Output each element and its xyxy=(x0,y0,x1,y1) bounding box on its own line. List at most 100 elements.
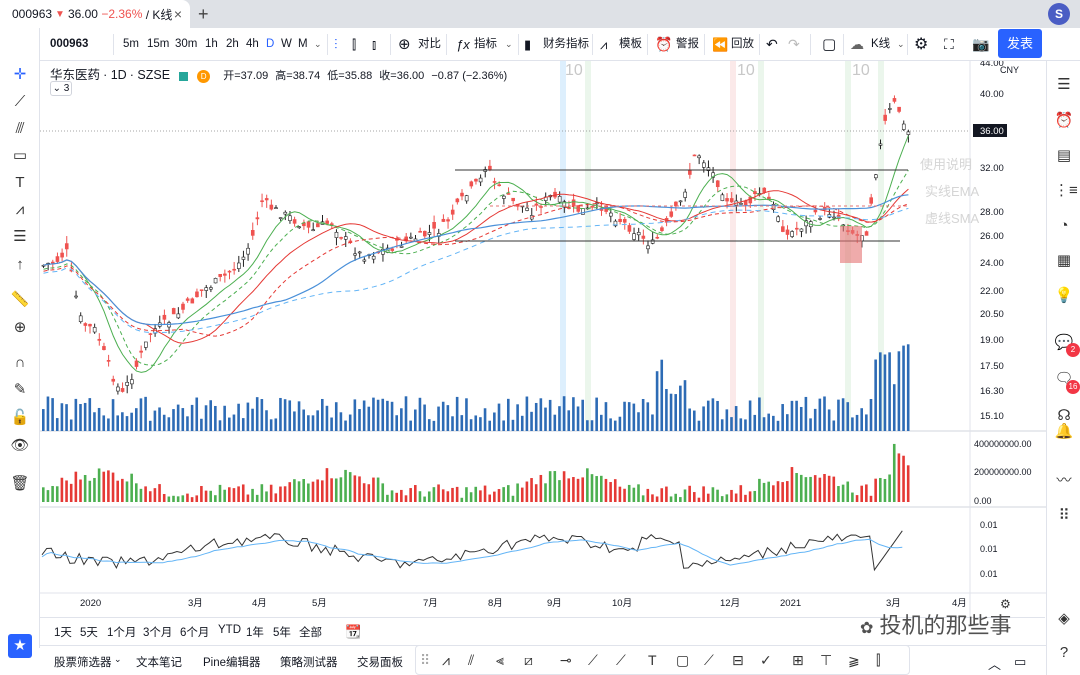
bars-icon[interactable]: ⫿ xyxy=(352,37,357,52)
ray-icon[interactable]: ⟋ xyxy=(588,652,598,668)
hotlist-icon[interactable]: ◔ xyxy=(1059,217,1069,234)
eye-icon[interactable]: 👁 xyxy=(10,437,30,454)
replay-button[interactable]: 回放 xyxy=(731,38,754,50)
news-icon[interactable]: ▤ xyxy=(1056,147,1072,164)
ruler-icon[interactable]: 📏 xyxy=(10,291,30,308)
candle-type-icon[interactable]: ⫶ xyxy=(334,36,338,52)
interval-5m[interactable]: 5m xyxy=(123,38,139,50)
fib-fan-icon[interactable]: ⫷ xyxy=(496,652,504,668)
financials-button[interactable]: 财务指标 xyxy=(543,38,589,50)
maximize-panel-icon[interactable]: ▭ xyxy=(1014,654,1027,669)
chart-layout-name[interactable]: K线 xyxy=(871,38,891,50)
fib-retracement-icon[interactable]: ⫺ xyxy=(848,652,860,668)
rectangle-tool-icon[interactable]: ▢ xyxy=(676,652,690,668)
timeframe-4[interactable]: 6个月 xyxy=(180,627,210,639)
timeframe-6[interactable]: 1年 xyxy=(246,627,264,639)
templates-button[interactable]: 模板 xyxy=(619,38,642,50)
idea-lightbulb-icon[interactable]: 💡 xyxy=(1054,287,1074,304)
bottom-tab-4[interactable]: 交易面板 xyxy=(357,657,403,669)
pattern-icon[interactable]: ⩘ xyxy=(15,201,25,218)
trash-icon[interactable]: 🗑 xyxy=(10,475,30,492)
help-icon[interactable]: ? xyxy=(1059,644,1069,661)
symbol-search[interactable]: 000963 xyxy=(50,38,89,50)
indicators-button[interactable]: 指标 xyxy=(474,38,497,50)
interval-30m[interactable]: 30m xyxy=(175,38,198,50)
pattern-tool-icon[interactable]: ⩘ xyxy=(442,652,450,668)
fullscreen-icon[interactable]: ⛶ xyxy=(944,36,954,52)
watchlist-icon[interactable]: ☰ xyxy=(1057,76,1071,93)
timeframe-8[interactable]: 全部 xyxy=(299,627,322,639)
browser-tab[interactable]: 000963 ▼ 36.00 −2.36% / K线 × xyxy=(0,0,190,28)
interval-15m[interactable]: 15m xyxy=(147,38,170,50)
price-range-icon[interactable]: ⊤ xyxy=(820,652,833,668)
profile-avatar[interactable]: S xyxy=(1048,3,1070,25)
text-tool-icon[interactable]: T xyxy=(648,652,657,668)
interval-4h[interactable]: 4h xyxy=(246,38,259,50)
signals-icon[interactable]: 〰 xyxy=(1056,472,1072,489)
gann-icon[interactable]: ⧄ xyxy=(524,652,533,668)
alarm-icon[interactable]: ⏰ xyxy=(1054,112,1074,129)
fib-icon[interactable]: ⫻ xyxy=(15,120,25,137)
timeframe-2[interactable]: 1个月 xyxy=(107,627,137,639)
alarm-clock-icon[interactable]: ⏰ xyxy=(655,36,673,52)
bottom-tab-2[interactable]: Pine编辑器 xyxy=(203,657,261,669)
d-badge[interactable]: D xyxy=(197,70,211,83)
indicators-collapse-button[interactable]: ⌄ 3 xyxy=(50,81,72,96)
bottom-tab-0[interactable]: 股票筛选器 xyxy=(54,657,112,669)
grid-tool-icon[interactable]: ⊞ xyxy=(792,652,804,668)
pitchfork-icon[interactable]: ⫿ xyxy=(876,652,881,668)
notifications-bell-icon[interactable]: 🔔 xyxy=(1054,423,1074,440)
publish-button[interactable]: 发表 xyxy=(998,29,1042,58)
fx-icon[interactable]: ƒx xyxy=(456,37,470,52)
collapse-panel-icon[interactable]: ︿ xyxy=(988,657,1002,672)
drag-handle-icon[interactable]: ⠿ xyxy=(420,652,431,668)
layout-square-icon[interactable]: ▢ xyxy=(822,36,837,53)
layout-dropdown-icon[interactable]: ⌄ xyxy=(897,39,905,49)
date-range-calendar-icon[interactable]: 📆 xyxy=(345,624,362,639)
bar-chart-icon[interactable]: ⫾ xyxy=(372,37,377,52)
bottom-tab-1[interactable]: 文本笔记 xyxy=(136,657,182,669)
undo-icon[interactable]: ↶ xyxy=(766,36,778,52)
compare-button[interactable]: 对比 xyxy=(418,38,441,50)
interval-1h[interactable]: 1h xyxy=(205,38,218,50)
parallel-channel-icon[interactable]: ⫽ xyxy=(468,652,475,668)
arrow-up-icon[interactable]: ↑ xyxy=(16,256,24,273)
lock-icon[interactable]: 🔓 xyxy=(10,409,30,426)
timeframe-3[interactable]: 3个月 xyxy=(143,627,173,639)
interval-M[interactable]: M xyxy=(298,38,308,50)
streams-icon[interactable]: ☊ xyxy=(1057,407,1071,424)
drag-handle-icon[interactable]: ⠿ xyxy=(1058,507,1070,524)
close-tab-icon[interactable]: × xyxy=(173,6,182,22)
timeframe-7[interactable]: 5年 xyxy=(273,627,291,639)
timeframe-0[interactable]: 1天 xyxy=(54,627,72,639)
screener-dropdown-icon[interactable]: ⌄ xyxy=(114,654,122,664)
financials-icon[interactable]: ▮ xyxy=(524,37,532,52)
legend-symbol-name[interactable]: 华东医药 xyxy=(50,68,101,82)
brush-icon[interactable]: ⟋ xyxy=(704,652,714,668)
range-icon[interactable]: ⊟ xyxy=(732,652,744,668)
path-icon[interactable]: ✓ xyxy=(760,652,772,668)
price-chart[interactable]: 10 10 10 44.00 40.00 32.00 28.00 26.00 24.00 22.… xyxy=(40,61,1046,617)
templates-icon[interactable]: ⩘ xyxy=(600,37,608,52)
camera-icon[interactable]: 📷 xyxy=(972,36,990,52)
replay-icon[interactable]: ⏪ xyxy=(712,37,729,52)
new-tab-button[interactable]: + xyxy=(198,4,209,24)
interval-2h[interactable]: 2h xyxy=(226,38,239,50)
interval-dropdown-icon[interactable]: ⌄ xyxy=(314,39,322,49)
measure-range-icon[interactable]: ☰ xyxy=(13,228,27,245)
bottom-tab-3[interactable]: 策略测试器 xyxy=(280,657,338,669)
alert-button[interactable]: 警报 xyxy=(676,38,699,50)
settings-gear-icon[interactable]: ⚙ xyxy=(914,36,929,53)
favorites-star-icon[interactable]: ★ xyxy=(8,634,32,658)
lock-drawing-icon[interactable]: ✎ xyxy=(13,381,27,398)
calendar-icon[interactable]: ▦ xyxy=(1056,252,1072,269)
interval-D[interactable]: D xyxy=(266,38,275,50)
trend-line-icon[interactable]: ⟋ xyxy=(14,93,26,110)
data-window-icon[interactable]: ⋮≡ xyxy=(1054,182,1078,199)
trend-line-icon[interactable]: ⟋ xyxy=(616,652,626,668)
timeframe-5[interactable]: YTD xyxy=(218,624,241,636)
cloud-icon[interactable]: ☁ xyxy=(850,36,864,52)
redo-icon[interactable]: ↷ xyxy=(788,36,800,52)
compare-plus-icon[interactable]: ⊕ xyxy=(398,36,411,53)
magnet-icon[interactable]: ∩ xyxy=(14,354,26,371)
